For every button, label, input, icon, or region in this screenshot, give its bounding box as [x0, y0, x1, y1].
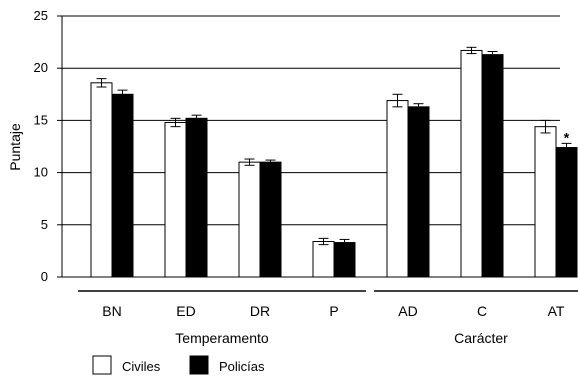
y-tick-label-0: 0: [41, 269, 48, 284]
y-tick-label-15: 15: [34, 112, 48, 127]
bar-civiles-c: [460, 49, 483, 278]
y-tick-label-10: 10: [34, 165, 48, 180]
legend-label-policías: Policías: [219, 359, 265, 374]
bar-policías-at: [555, 147, 578, 278]
significance-marker: *: [564, 129, 570, 145]
legend: Civiles Policías: [92, 355, 265, 375]
y-tick-label-5: 5: [41, 217, 48, 232]
x-tick-label-bn: BN: [102, 303, 121, 319]
x-tick-label-p: P: [329, 303, 338, 319]
group-label-1: Carácter: [454, 330, 508, 346]
bar-policías-bn: [111, 93, 134, 278]
bar-civiles-bn: [90, 82, 113, 278]
axes: [61, 16, 560, 278]
y-axis-title: Puntaje: [7, 123, 23, 171]
group-label-0: Temperamento: [175, 330, 269, 346]
y-tick-label-20: 20: [34, 60, 48, 75]
bar-policías-p: [333, 242, 356, 278]
x-tick-label-dr: DR: [250, 303, 270, 319]
bar-civiles-ad: [386, 100, 409, 278]
legend-label-civiles: Civiles: [122, 359, 161, 374]
y-tick-label-25: 25: [34, 8, 48, 23]
bars: *: [90, 46, 578, 278]
bar-policías-ed: [185, 117, 208, 278]
x-tick-label-c: C: [477, 303, 487, 319]
bar-civiles-ed: [164, 121, 187, 278]
legend-swatch-policías: [189, 355, 209, 375]
x-tick-label-at: AT: [548, 303, 565, 319]
bar-civiles-p: [312, 241, 335, 278]
bar-policías-ad: [407, 106, 430, 278]
group-labels: Temperamento Carácter: [78, 290, 578, 346]
x-tick-label-ad: AD: [398, 303, 417, 319]
x-tick-labels: BN ED DR P AD C AT: [102, 303, 565, 319]
x-tick-label-ed: ED: [176, 303, 195, 319]
bar-civiles-at: [534, 126, 557, 278]
bar-policías-dr: [259, 161, 282, 278]
y-ticks: 0 5 10 15 20 25: [34, 8, 62, 284]
legend-swatch-civiles: [92, 355, 112, 375]
bar-policías-c: [481, 54, 504, 278]
bar-civiles-dr: [238, 161, 261, 278]
